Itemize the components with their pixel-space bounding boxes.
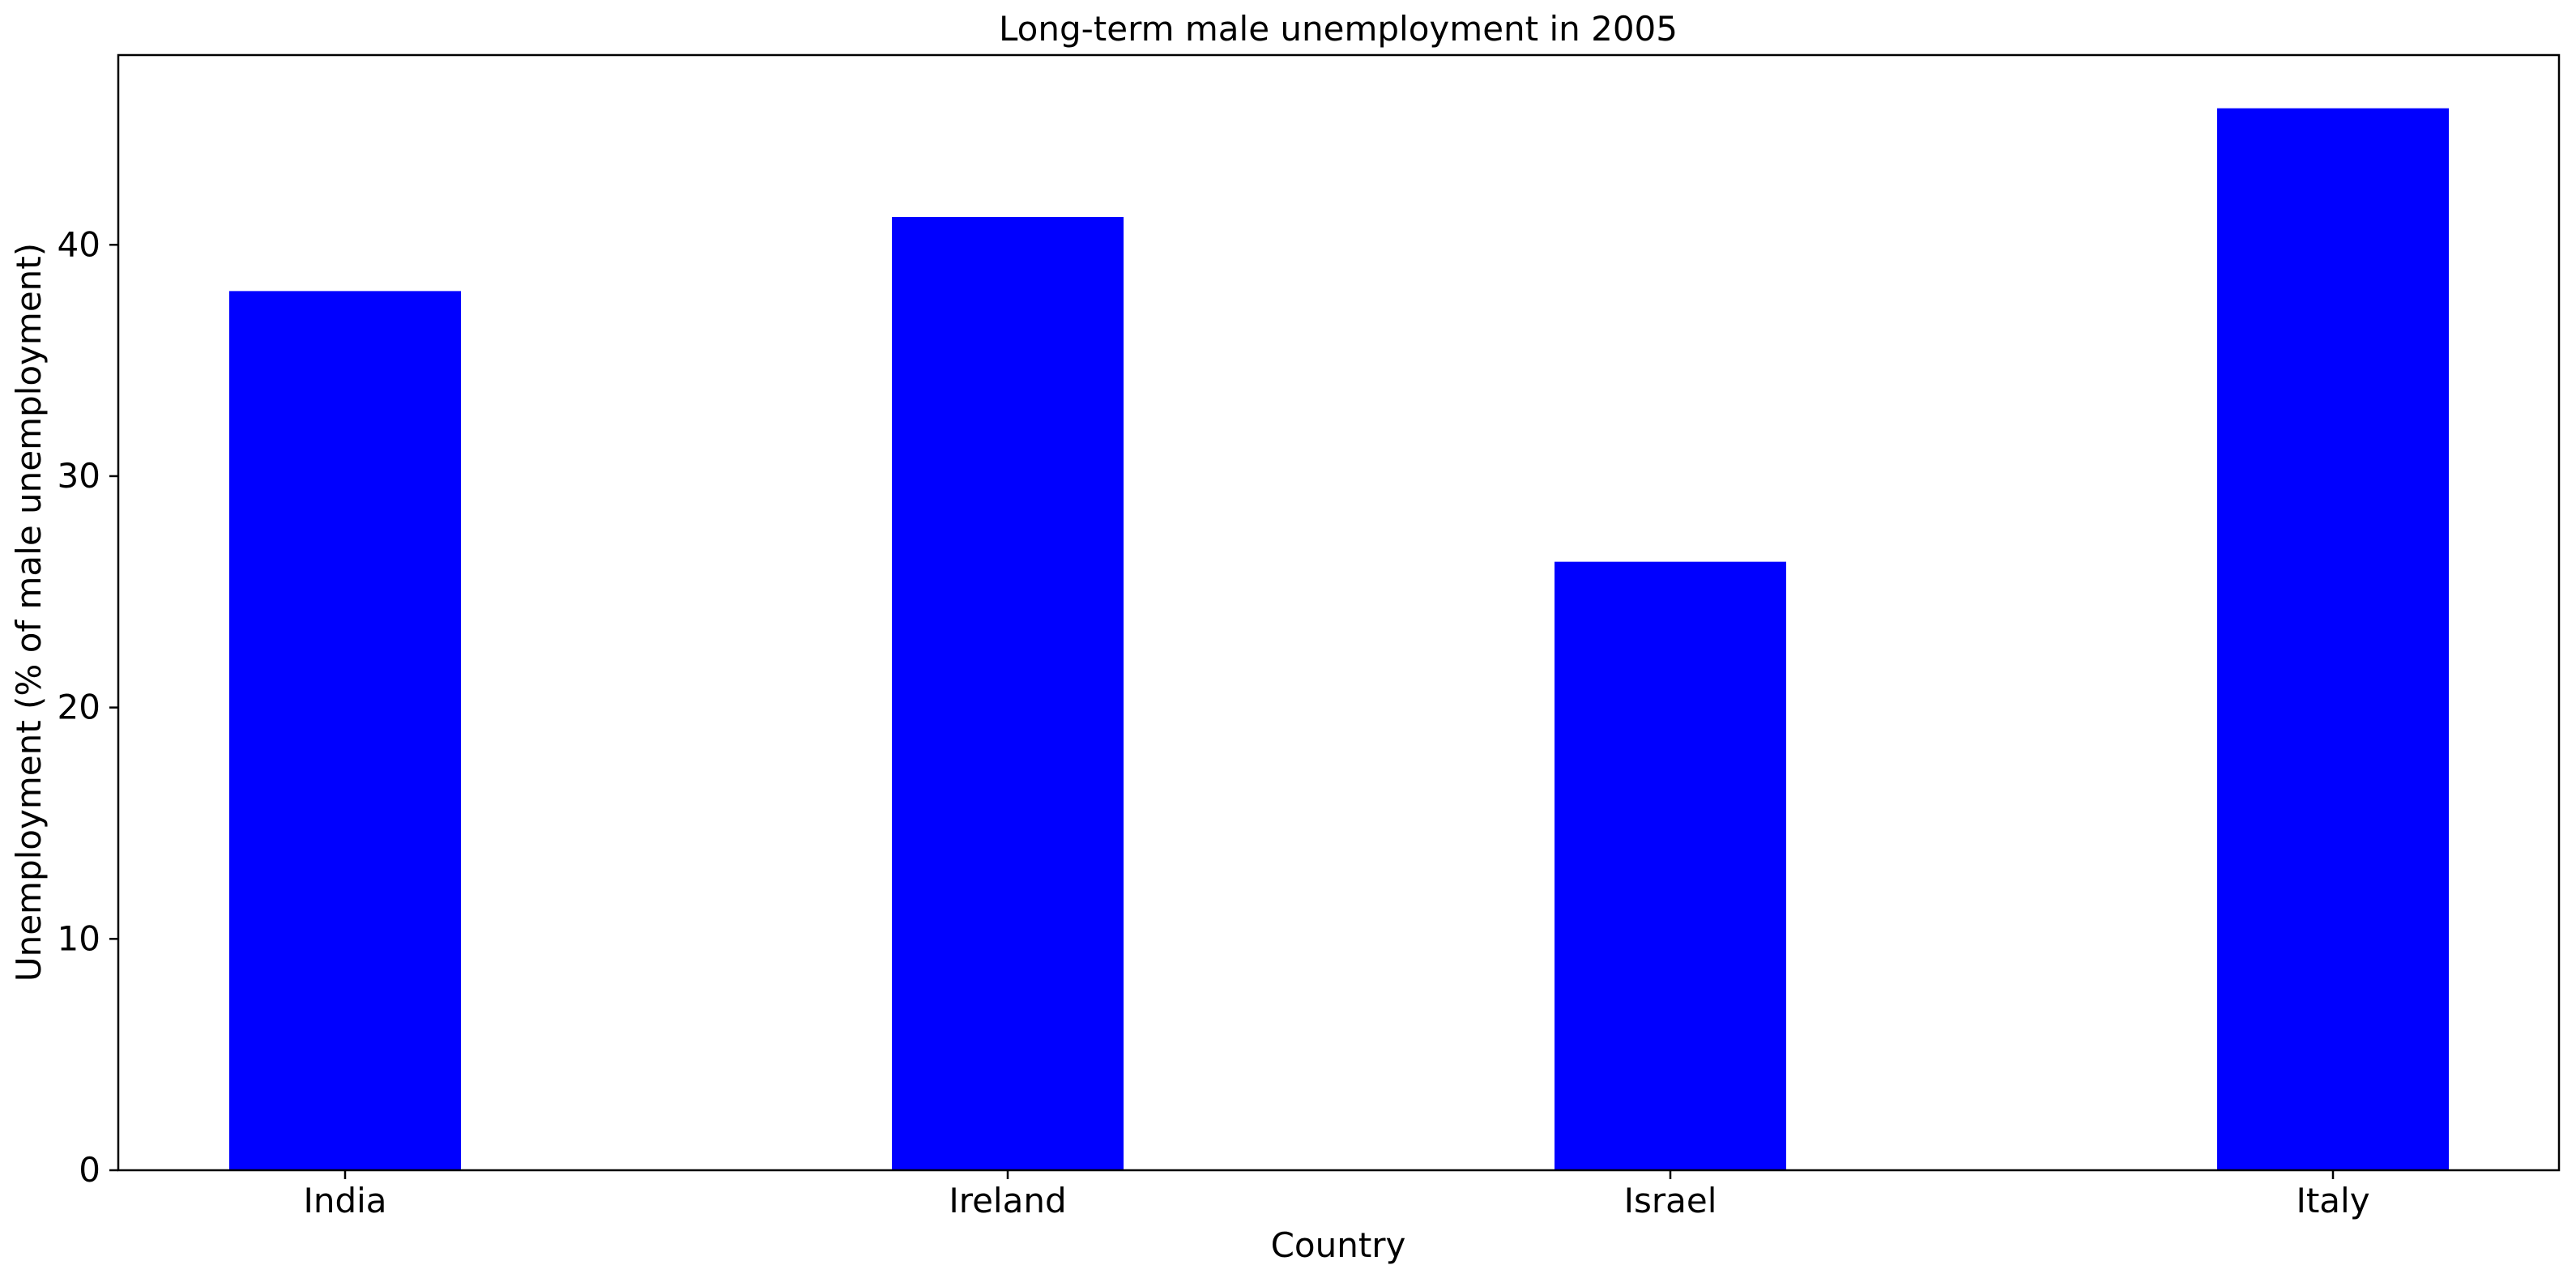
- y-axis: 0 10 20 30 40: [58, 224, 118, 1190]
- y-axis-label: Unemployment (% of male unemployment): [9, 243, 49, 982]
- bar: [229, 291, 461, 1171]
- x-axis-label: Country: [1271, 1225, 1406, 1265]
- y-tick-label: 10: [58, 918, 100, 958]
- y-tick-label: 20: [58, 688, 100, 727]
- x-tick-label: Ireland: [949, 1181, 1066, 1220]
- plot-frame: [117, 53, 2561, 1172]
- x-tick-label: Israel: [1624, 1181, 1717, 1220]
- y-tick-label: 0: [79, 1150, 100, 1190]
- x-axis: India Ireland Israel Italy: [303, 1170, 2370, 1220]
- y-tick-label: 30: [58, 456, 100, 496]
- x-tick-label: Italy: [2296, 1181, 2369, 1220]
- bar: [1555, 561, 1786, 1170]
- bar: [2217, 108, 2449, 1170]
- y-tick-label: 40: [58, 224, 100, 264]
- bar: [892, 216, 1124, 1170]
- x-tick-label: India: [303, 1181, 386, 1220]
- chart-title: Long-term male unemployment in 2005: [999, 9, 1678, 49]
- bars-layer: [229, 108, 2449, 1171]
